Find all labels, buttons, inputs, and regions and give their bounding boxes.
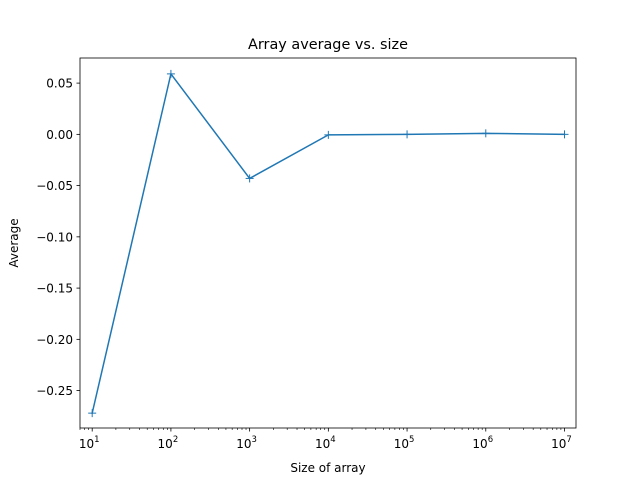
- x-tick-label: 101: [79, 435, 100, 451]
- series-average: [88, 69, 569, 418]
- y-tick-label: −0.10: [36, 230, 73, 244]
- data-point-marker: [88, 409, 97, 418]
- data-point-marker: [166, 69, 175, 78]
- x-tick-label: 105: [394, 435, 415, 451]
- x-tick-label: 102: [158, 435, 179, 451]
- y-axis-label: Average: [7, 218, 21, 267]
- y-tick-label: 0.05: [46, 77, 73, 91]
- data-point-marker: [245, 174, 254, 183]
- x-tick-label: 104: [315, 435, 336, 451]
- x-tick-label: 103: [236, 435, 257, 451]
- y-axis: 0.05 0.00 −0.05 −0.10 −0.15 −0.20 −0.25: [36, 77, 80, 398]
- x-tick-label: 106: [472, 435, 493, 451]
- x-tick-label: 107: [551, 435, 572, 451]
- y-tick-label: 0.00: [46, 128, 73, 142]
- x-axis: 101 102 103 104 105 106 107: [79, 428, 572, 451]
- y-tick-label: −0.25: [36, 384, 73, 398]
- data-point-marker: [481, 129, 490, 138]
- x-axis-label: Size of array: [290, 461, 365, 475]
- y-tick-label: −0.20: [36, 333, 73, 347]
- y-tick-label: −0.05: [36, 179, 73, 193]
- plot-frame: [79, 57, 577, 429]
- data-point-marker: [403, 130, 412, 139]
- data-point-marker: [324, 130, 333, 139]
- chart-title: Array average vs. size: [248, 37, 408, 53]
- y-tick-label: −0.15: [36, 282, 73, 296]
- data-point-marker: [560, 130, 569, 139]
